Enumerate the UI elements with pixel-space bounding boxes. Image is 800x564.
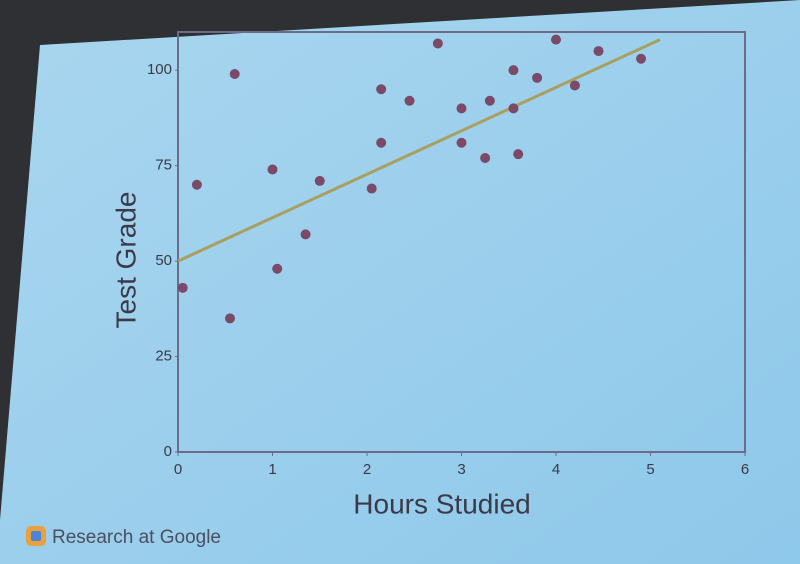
point bbox=[366, 183, 377, 194]
point bbox=[456, 103, 467, 114]
trend-line bbox=[177, 38, 661, 263]
point bbox=[272, 263, 283, 274]
point bbox=[508, 103, 519, 114]
y-tick-label: 25 bbox=[155, 348, 172, 365]
logo bbox=[26, 526, 46, 546]
point bbox=[191, 179, 202, 190]
point bbox=[376, 84, 387, 95]
point bbox=[456, 137, 467, 148]
point bbox=[593, 46, 604, 57]
point bbox=[224, 313, 235, 324]
point bbox=[229, 69, 240, 79]
point bbox=[314, 175, 325, 186]
x-tick-label: 4 bbox=[552, 461, 560, 478]
x-tick-label: 0 bbox=[174, 461, 182, 478]
y-tick-label: 50 bbox=[155, 252, 172, 269]
point bbox=[636, 53, 647, 64]
x-tick-label: 1 bbox=[268, 461, 276, 478]
point bbox=[480, 153, 491, 163]
point bbox=[551, 34, 561, 45]
y-tick-label: 100 bbox=[147, 61, 172, 78]
point bbox=[432, 38, 443, 49]
point bbox=[177, 282, 188, 293]
point bbox=[300, 229, 311, 240]
plot: 0 25 50 75 100 0 1 2 3 4 5 6 bbox=[147, 31, 749, 478]
point bbox=[532, 72, 543, 83]
y-tick-label: 0 bbox=[164, 443, 172, 460]
x-axis-title: Hours Studied bbox=[353, 488, 530, 519]
point bbox=[404, 95, 415, 106]
point bbox=[513, 149, 524, 160]
x-tick-label: 6 bbox=[741, 461, 749, 478]
point bbox=[508, 65, 519, 76]
y-tick-label: 75 bbox=[155, 157, 172, 174]
point bbox=[267, 164, 278, 175]
x-tick-label: 3 bbox=[457, 461, 465, 478]
point bbox=[569, 80, 580, 91]
x-tick-label: 5 bbox=[646, 461, 654, 478]
y-axis-title: Test Grade bbox=[110, 192, 141, 329]
point bbox=[376, 137, 387, 148]
x-tick-label: 2 bbox=[363, 461, 371, 478]
footer-text: Research at Google bbox=[52, 527, 221, 548]
point bbox=[484, 95, 495, 106]
